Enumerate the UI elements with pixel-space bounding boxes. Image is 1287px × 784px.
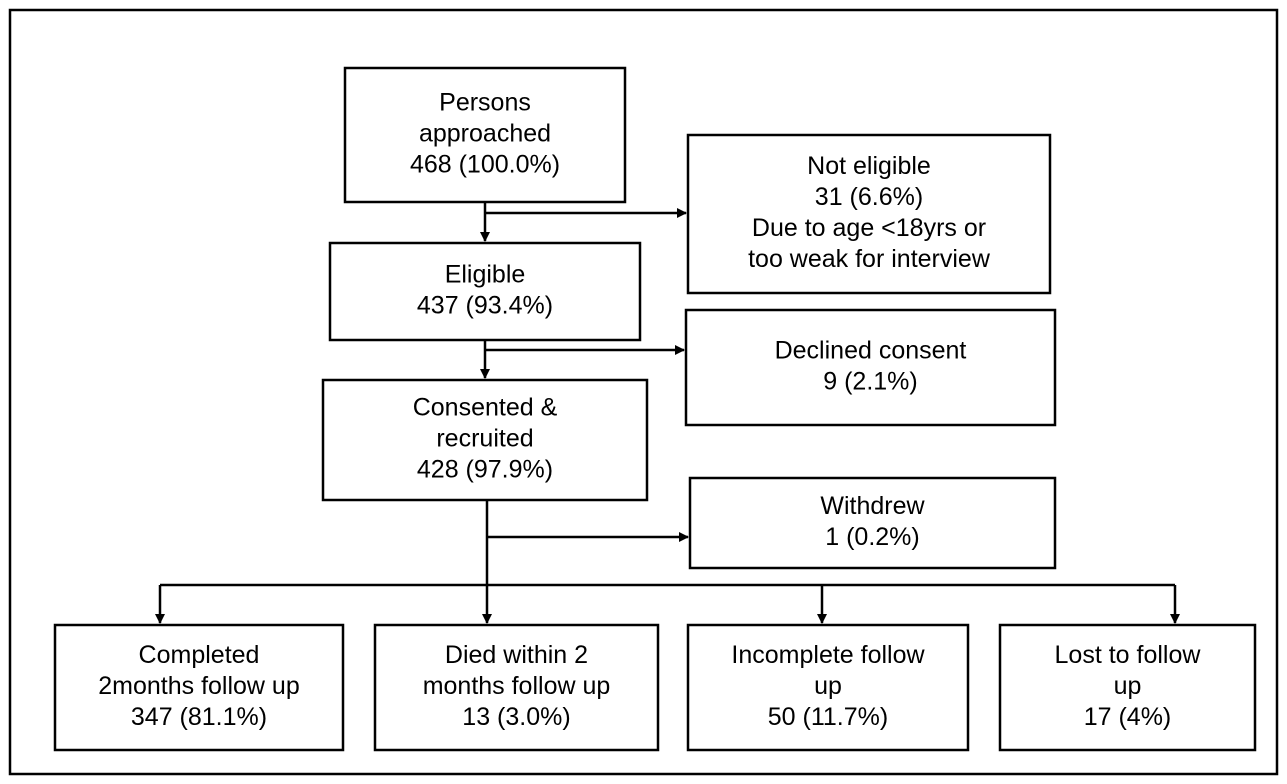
node-label: Persons [439, 89, 531, 117]
node-label: too weak for interview [748, 245, 991, 273]
node-label: Incomplete follow [731, 641, 925, 669]
node-box [686, 133, 1052, 295]
node-label: months follow up [423, 672, 611, 700]
node-label: Due to age <18yrs or [752, 214, 986, 242]
node-label: 347 (81.1%) [131, 703, 267, 731]
node-box [53, 623, 345, 752]
node-label: Declined consent [775, 337, 967, 365]
node-label: 1 (0.2%) [825, 523, 919, 551]
node-box [328, 241, 642, 342]
node-label: Completed [139, 641, 260, 669]
node-label: 428 (97.9%) [417, 456, 553, 484]
node-label: Withdrew [820, 492, 925, 520]
node-box [684, 308, 1057, 427]
node-label: 2months follow up [98, 672, 300, 700]
node-box [343, 66, 627, 204]
node-label: Not eligible [807, 152, 931, 180]
node-label: Consented & [413, 394, 558, 422]
node-label: approached [419, 120, 551, 148]
node-label: up [1114, 672, 1142, 700]
node-label: 17 (4%) [1084, 703, 1172, 731]
node-box [686, 623, 970, 752]
node-box [998, 623, 1257, 752]
node-label: 13 (3.0%) [462, 703, 570, 731]
frame [8, 8, 1279, 776]
node-label: recruited [436, 425, 533, 453]
node-box [688, 476, 1057, 570]
node-box [321, 378, 649, 502]
node-label: 437 (93.4%) [417, 292, 553, 320]
node-label: 31 (6.6%) [815, 183, 923, 211]
connectors [155, 202, 1180, 624]
node-label: 9 (2.1%) [823, 368, 917, 396]
node-label: Eligible [445, 261, 526, 289]
node-label: Died within 2 [445, 641, 588, 669]
node-label: 50 (11.7%) [768, 703, 888, 731]
node-label: Lost to follow [1055, 641, 1202, 669]
boxes: Persons approached 468 (100.0%) Not eligibl… [53, 66, 1257, 752]
node-box [373, 623, 660, 752]
node-label: 468 (100.0%) [410, 151, 560, 179]
node-label: up [814, 672, 842, 700]
